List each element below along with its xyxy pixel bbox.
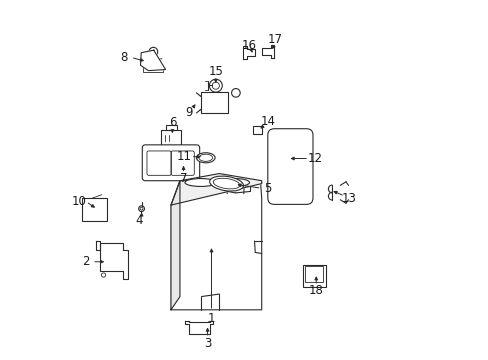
Bar bbox=[165, 126, 176, 130]
Text: 6: 6 bbox=[168, 116, 176, 129]
Text: 4: 4 bbox=[135, 214, 142, 227]
Text: 7: 7 bbox=[180, 172, 187, 185]
Text: 14: 14 bbox=[260, 115, 275, 128]
Polygon shape bbox=[171, 174, 261, 205]
Polygon shape bbox=[171, 179, 261, 310]
Text: 12: 12 bbox=[307, 152, 322, 165]
Text: 1: 1 bbox=[207, 312, 215, 325]
Circle shape bbox=[231, 89, 240, 97]
Text: 15: 15 bbox=[208, 65, 223, 78]
Polygon shape bbox=[96, 241, 128, 279]
Text: 16: 16 bbox=[241, 39, 256, 52]
Text: 17: 17 bbox=[267, 32, 282, 46]
Bar bbox=[161, 130, 181, 145]
Ellipse shape bbox=[220, 179, 249, 186]
Text: 18: 18 bbox=[308, 284, 323, 297]
Text: 11: 11 bbox=[176, 150, 191, 163]
Bar bbox=[84, 200, 105, 219]
Ellipse shape bbox=[209, 176, 243, 191]
Polygon shape bbox=[185, 320, 213, 334]
Circle shape bbox=[149, 47, 158, 56]
Ellipse shape bbox=[196, 153, 215, 163]
Bar bbox=[252, 126, 261, 134]
FancyBboxPatch shape bbox=[267, 129, 312, 204]
Bar bbox=[305, 266, 323, 282]
Polygon shape bbox=[171, 181, 180, 310]
FancyBboxPatch shape bbox=[142, 145, 199, 181]
Polygon shape bbox=[243, 46, 255, 59]
Text: 2: 2 bbox=[82, 255, 90, 268]
Circle shape bbox=[209, 79, 222, 92]
Text: 10: 10 bbox=[72, 195, 87, 208]
Bar bbox=[82, 198, 106, 221]
Polygon shape bbox=[140, 50, 165, 71]
Bar bbox=[143, 66, 163, 72]
Ellipse shape bbox=[184, 179, 216, 186]
Text: 5: 5 bbox=[264, 182, 271, 195]
Text: 9: 9 bbox=[185, 106, 192, 119]
Text: 8: 8 bbox=[120, 51, 127, 64]
Text: 13: 13 bbox=[342, 192, 356, 205]
Polygon shape bbox=[262, 45, 274, 58]
Bar bbox=[302, 265, 325, 287]
Text: 3: 3 bbox=[203, 337, 211, 350]
Bar bbox=[201, 93, 227, 113]
